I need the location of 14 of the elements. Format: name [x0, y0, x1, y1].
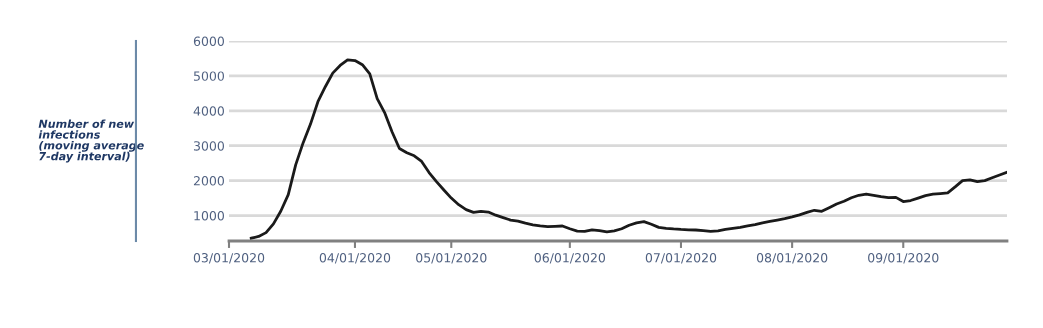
- y-tick-label: 4000: [193, 106, 224, 116]
- x-tick-label: 05/01/2020: [416, 253, 487, 264]
- x-tick-label: 04/01/2020: [319, 253, 391, 264]
- y-tick-label: 3000: [193, 141, 224, 151]
- line-series: [249, 58, 1007, 240]
- y-tick-label: 5000: [193, 71, 224, 81]
- x-tick-label: 08/01/2020: [756, 253, 828, 264]
- x-tick-label: 09/01/2020: [868, 253, 939, 264]
- x-tick-label: 06/01/2020: [534, 253, 606, 264]
- y-tick-label: 1000: [194, 210, 224, 221]
- y-tick-label: 6000: [193, 36, 224, 46]
- y-tick-label: 2000: [193, 176, 224, 186]
- x-tick-label: 03/01/2020: [193, 253, 265, 264]
- x-tick-label: 07/01/2020: [645, 253, 717, 264]
